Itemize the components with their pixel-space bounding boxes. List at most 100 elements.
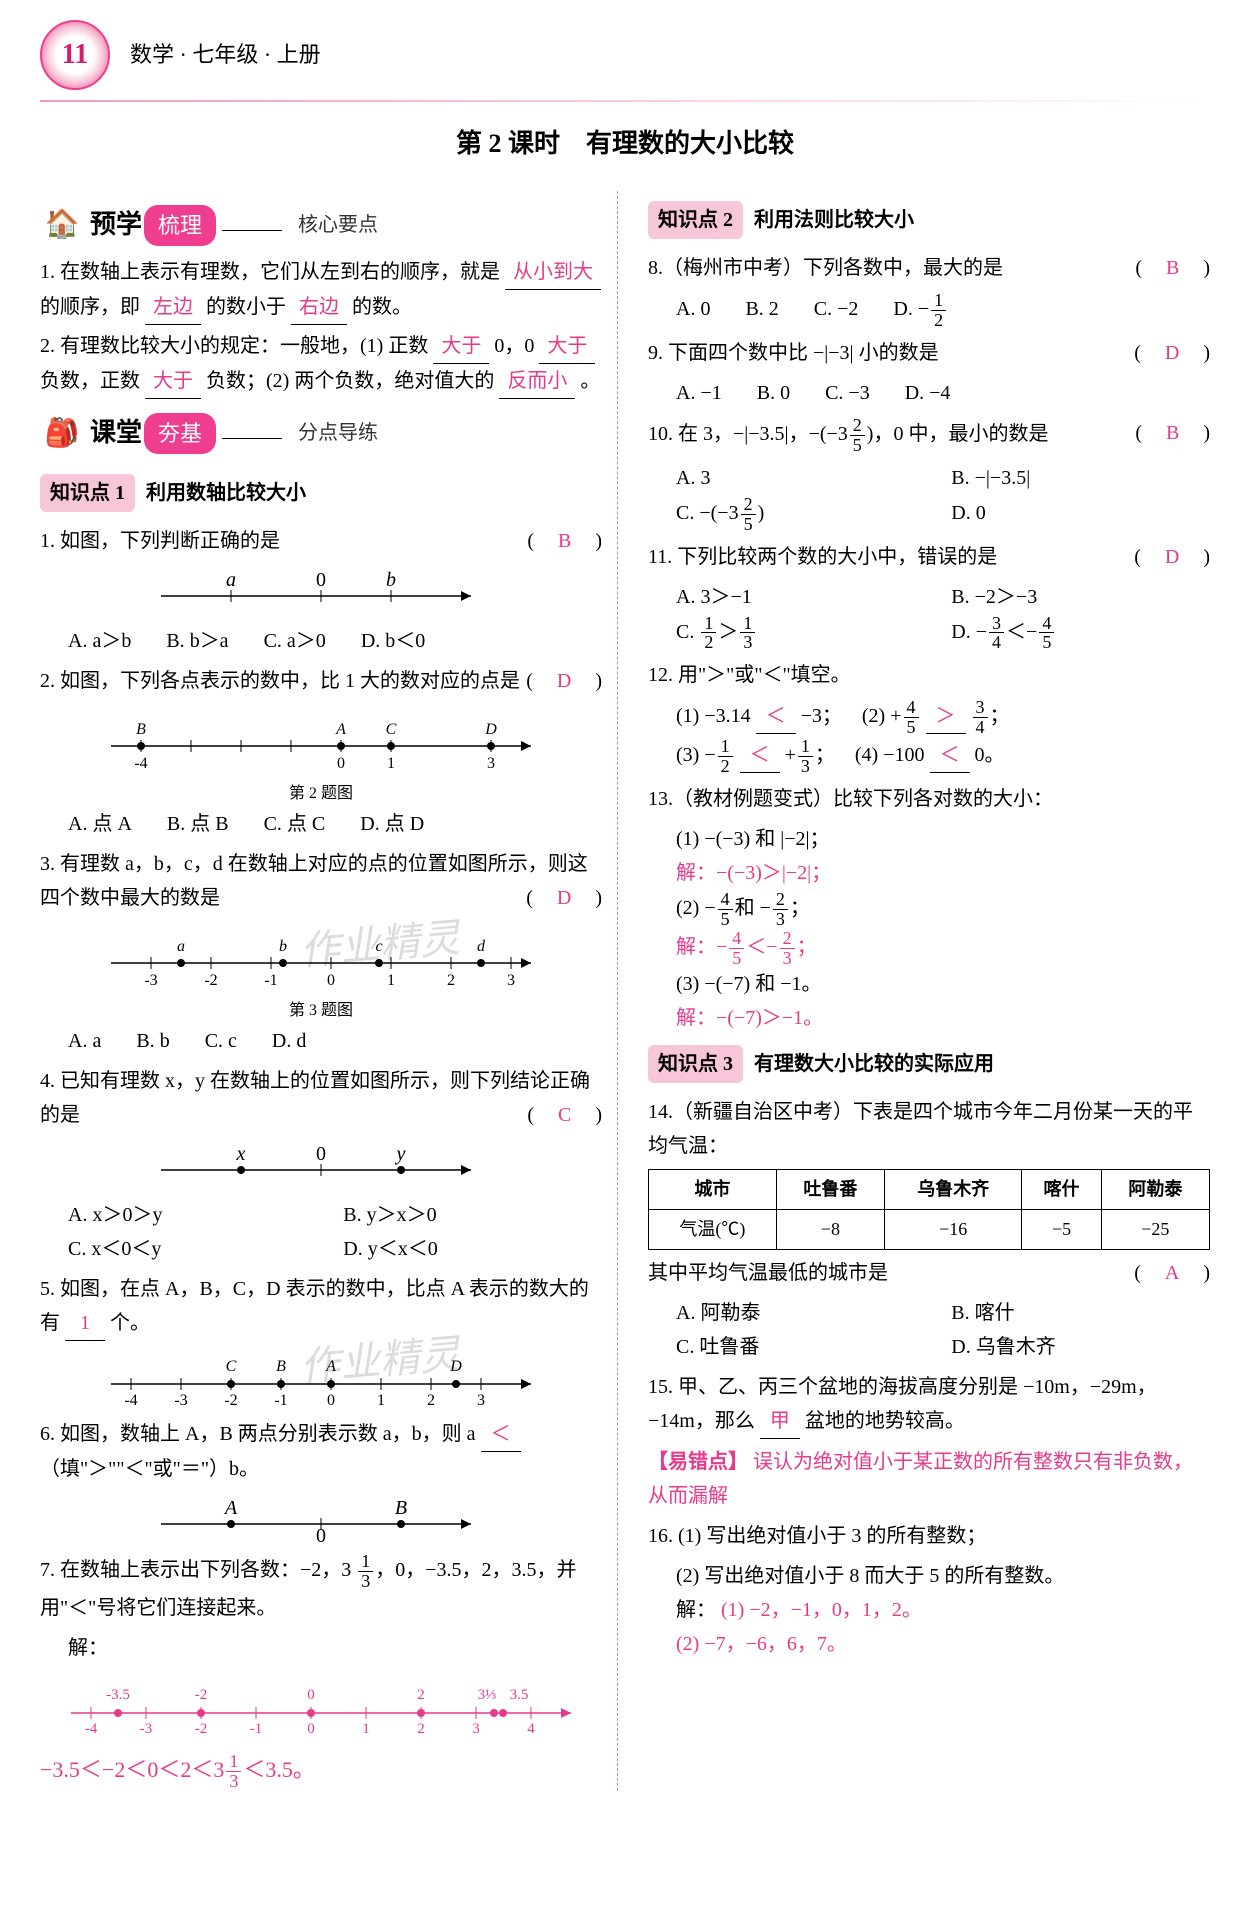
opt-b: B. 2 bbox=[745, 292, 778, 326]
th: 乌鲁木齐 bbox=[885, 1170, 1022, 1210]
svg-text:3⅓: 3⅓ bbox=[478, 1687, 497, 1703]
answer: B bbox=[1162, 422, 1183, 444]
question-14: 14.（新疆自治区中考）下表是四个城市今年二月份某一天的平均气温： bbox=[648, 1095, 1210, 1163]
text: 的数。 bbox=[352, 296, 412, 318]
fill-blank: 大于 bbox=[539, 329, 595, 364]
error-point-label: 【易错点】 bbox=[648, 1451, 748, 1473]
svg-text:A: A bbox=[223, 1497, 238, 1519]
svg-text:-2: -2 bbox=[195, 1721, 208, 1737]
opt-c: C. −3 bbox=[825, 376, 870, 410]
answer: A bbox=[1161, 1262, 1183, 1284]
opt-d: D. 乌鲁木齐 bbox=[951, 1330, 1055, 1364]
svg-text:0: 0 bbox=[316, 1143, 326, 1165]
svg-text:-2: -2 bbox=[195, 1687, 208, 1703]
svg-text:-3: -3 bbox=[144, 972, 157, 989]
svg-text:-2: -2 bbox=[224, 1392, 237, 1409]
svg-text:0: 0 bbox=[316, 569, 326, 591]
number-line-q5: -4 -3 -2 -1 0 1 2 3 C B A D bbox=[91, 1349, 551, 1409]
options-q9: A. −1 B. 0 C. −3 D. −4 bbox=[648, 376, 1210, 410]
svg-text:-3: -3 bbox=[174, 1392, 187, 1409]
options-q3: A. a B. b C. c D. d bbox=[40, 1024, 602, 1058]
svg-text:B: B bbox=[276, 1358, 286, 1375]
fill-blank: ＜ bbox=[481, 1417, 521, 1452]
svg-text:-3: -3 bbox=[140, 1721, 153, 1737]
text: 。 bbox=[580, 370, 600, 392]
opt-c: C. −(−325) bbox=[676, 495, 916, 534]
table-row: 气温(℃) −8 −16 −5 −25 bbox=[649, 1210, 1210, 1250]
opt-d: D. d bbox=[272, 1024, 306, 1058]
q13-sol1: 解：−(−3)＞|−2|； bbox=[648, 856, 1210, 890]
options-q2: A. 点 A B. 点 B C. 点 C D. 点 D bbox=[40, 807, 602, 841]
table-header-row: 城市 吐鲁番 乌鲁木齐 喀什 阿勒泰 bbox=[649, 1170, 1210, 1210]
q-text: 1. 如图，下列判断正确的是 bbox=[40, 530, 280, 552]
number-line-q3: -3 -2 -1 0 1 2 3 a b c d bbox=[91, 923, 551, 993]
kpoint-badge: 知识点 3 bbox=[648, 1045, 743, 1083]
temperature-table: 城市 吐鲁番 乌鲁木齐 喀什 阿勒泰 气温(℃) −8 −16 −5 −25 bbox=[648, 1169, 1210, 1249]
text: 0，0 bbox=[494, 335, 534, 357]
question-1: 1. 如图，下列判断正确的是 ( B ) bbox=[40, 524, 602, 558]
question-6: 6. 如图，数轴上 A，B 两点分别表示数 a，b，则 a ＜ （填"＞""＜"… bbox=[40, 1417, 602, 1486]
svg-text:A: A bbox=[335, 721, 346, 738]
question-16-1: 16. (1) 写出绝对值小于 3 的所有整数； bbox=[648, 1519, 1210, 1553]
kpoint-badge: 知识点 1 bbox=[40, 474, 135, 512]
answer: D bbox=[553, 670, 575, 692]
item-1: (1) −3.14 ＜ −3； bbox=[676, 705, 842, 727]
svg-text:1: 1 bbox=[387, 755, 395, 772]
fill-blank: 甲 bbox=[760, 1404, 800, 1439]
svg-text:x: x bbox=[236, 1143, 246, 1165]
opt-a: A. a bbox=[68, 1024, 101, 1058]
q13-sol2: 解：−45＜−23； bbox=[648, 929, 1210, 968]
sol-label: 解： bbox=[68, 1637, 108, 1659]
svg-text:A: A bbox=[325, 1358, 336, 1375]
section-preview-label: 预学 bbox=[90, 203, 142, 247]
q13-part1: (1) −(−3) 和 |−2|； bbox=[648, 822, 1210, 856]
sol-1: (1) −2，−1，0，1，2。 bbox=[721, 1599, 922, 1621]
fig-caption-q2: 第 2 题图 bbox=[40, 780, 602, 807]
svg-text:-4: -4 bbox=[134, 755, 147, 772]
answer: D bbox=[1161, 342, 1183, 364]
opt-a: A. 点 A bbox=[68, 807, 132, 841]
text: 2. 有理数比较大小的规定：一般地，(1) 正数 bbox=[40, 335, 428, 357]
item-3: (3) −12 ＜ +13； bbox=[676, 744, 835, 766]
question-13: 13.（教材例题变式）比较下列各对数的大小： bbox=[648, 782, 1210, 816]
svg-text:-4: -4 bbox=[124, 1392, 137, 1409]
section-class-sub: 分点导练 bbox=[298, 416, 378, 450]
dash-line bbox=[222, 427, 282, 439]
opt-d: D. 点 D bbox=[360, 807, 424, 841]
question-3: 3. 有理数 a，b，c，d 在数轴上对应的点的位置如图所示，则这四个数中最大的… bbox=[40, 847, 602, 915]
q-text-post: 盆地的地势较高。 bbox=[805, 1410, 965, 1432]
fill-blank: 左边 bbox=[145, 290, 201, 325]
svg-text:-1: -1 bbox=[264, 972, 277, 989]
svg-text:3: 3 bbox=[477, 1392, 485, 1409]
item-2: (2) +45 ＞ 34； bbox=[862, 705, 1010, 727]
svg-text:-1: -1 bbox=[250, 1721, 263, 1737]
svg-text:0: 0 bbox=[327, 972, 335, 989]
svg-text:-1: -1 bbox=[274, 1392, 287, 1409]
answer-paren: ( D ) bbox=[526, 664, 602, 698]
svg-text:1: 1 bbox=[362, 1721, 370, 1737]
section-class-pill: 夯基 bbox=[144, 413, 216, 454]
td: −25 bbox=[1101, 1210, 1209, 1250]
fill-blank: 右边 bbox=[291, 290, 347, 325]
question-5: 5. 如图，在点 A，B，C，D 表示的数中，比点 A 表示的数大的有 1 个。 bbox=[40, 1272, 602, 1341]
td: −8 bbox=[776, 1210, 884, 1250]
opt-d: D. −4 bbox=[905, 376, 951, 410]
kpoint-badge: 知识点 2 bbox=[648, 201, 743, 239]
svg-text:2: 2 bbox=[427, 1392, 435, 1409]
section-preview-sub: 核心要点 bbox=[298, 208, 378, 242]
answer-paren: ( D ) bbox=[1134, 336, 1210, 370]
question-9: 9. 下面四个数中比 −|−3| 小的数是 ( D ) bbox=[648, 336, 1210, 370]
opt-a: A. 0 bbox=[676, 292, 710, 326]
number-line-q4: x 0 y bbox=[141, 1140, 501, 1190]
q-text: 7. 在数轴上表示出下列各数：−2，3 bbox=[40, 1559, 356, 1581]
svg-text:a: a bbox=[177, 938, 185, 955]
options-q1: A. a＞b B. b＞a C. a＞0 D. b＜0 bbox=[40, 624, 602, 658]
opt-d: D. 0 bbox=[951, 496, 985, 530]
q13-part2: (2) −45和 −23； bbox=[648, 890, 1210, 929]
text: 负数；(2) 两个负数，绝对值大的 bbox=[206, 370, 494, 392]
fig-caption-q3: 第 3 题图 bbox=[40, 997, 602, 1024]
answer-paren: ( B ) bbox=[527, 524, 602, 558]
column-right: 知识点 2 利用法则比较大小 8.（梅州市中考）下列各数中，最大的是 ( B )… bbox=[648, 191, 1210, 1791]
answer: D bbox=[1161, 546, 1183, 568]
opt-c: C. 吐鲁番 bbox=[676, 1330, 916, 1364]
